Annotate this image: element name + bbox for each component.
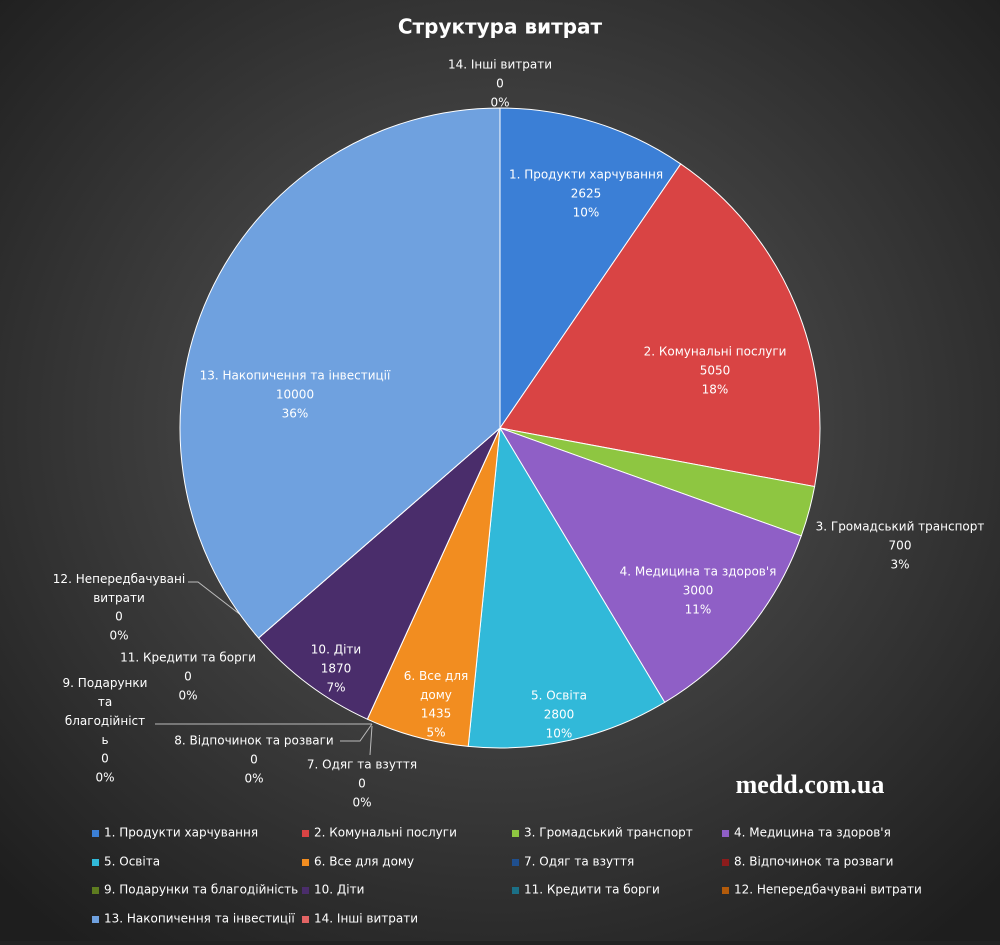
legend-swatch [512,859,519,866]
pie-slice [467,426,666,749]
data-label-value: 0 [250,753,258,767]
data-label-value: 1435 [421,707,452,721]
data-label-name: 14. Інші витрати [448,58,552,72]
pie-slice [499,107,682,430]
data-label-value: 0 [358,777,366,791]
data-label-name: 6. Все для дому [404,669,468,702]
legend-label: 2. Комунальні послуги [314,826,457,840]
legend-label: 5. Освіта [104,855,160,869]
legend-swatch [302,830,309,837]
data-label-name: 4. Медицина та здоров'я [620,565,777,579]
data-label: 7. Одяг та взуття 0 0% [307,758,417,810]
data-label-name: 2. Комунальні послуги [644,345,787,359]
data-label: 13. Накопичення та інвестиції 10000 36% [200,369,391,421]
data-label-name: 5. Освіта [531,689,587,703]
legend-label: 10. Діти [314,883,364,897]
data-label-percent: 18% [702,383,729,397]
data-label-name: 7. Одяг та взуття [307,758,417,772]
legend-swatch [722,887,729,894]
data-label: 9. Подарунки та благодійніст ь 0 0% [63,676,148,785]
data-label: 8. Відпочинок та розваги 0 0% [174,734,333,786]
data-label-value: 1870 [321,662,352,676]
data-label-percent: 11% [685,603,712,617]
legend-swatch [92,859,99,866]
data-label-percent: 7% [326,681,345,695]
data-label-percent: 0% [178,689,197,703]
data-label-value: 10000 [276,388,314,402]
leader-line [340,723,373,742]
data-label: 14. Інші витрати 0 0% [448,58,552,110]
data-label-name: 13. Накопичення та інвестиції [200,369,391,383]
data-label-value: 0 [101,752,109,766]
data-label: 2. Комунальні послуги 5050 18% [644,345,787,397]
legend-label: 8. Відпочинок та розваги [734,855,893,869]
legend-swatch [512,830,519,837]
data-label-percent: 36% [282,407,309,421]
data-label-percent: 0% [352,796,371,810]
data-label: 5. Освіта 2800 10% [531,689,587,741]
watermark: medd.com.ua [736,770,885,799]
data-label-percent: 0% [490,96,509,110]
data-label: 6. Все для дому 1435 5% [404,669,468,740]
data-label-value: 2625 [571,187,602,201]
data-label: 10. Діти 1870 7% [311,643,361,695]
data-label-name: 10. Діти [311,643,361,657]
legend-swatch [722,830,729,837]
data-label-value: 0 [115,610,123,624]
data-label: 4. Медицина та здоров'я 3000 11% [620,565,777,617]
data-label-name: 1. Продукти харчування [509,168,663,182]
data-label: 1. Продукти харчування 2625 10% [509,168,663,220]
data-label-percent: 10% [573,206,600,220]
legend-label: 12. Непередбачувані витрати [734,883,922,897]
data-label: 3. Громадський транспорт 700 3% [816,520,985,572]
data-label-value: 700 [889,539,912,553]
legend-swatch [722,859,729,866]
legend-swatch [92,887,99,894]
data-label-value: 5050 [700,364,731,378]
data-label-percent: 0% [95,771,114,785]
pie-slice [257,427,501,720]
data-label-value: 0 [184,670,192,684]
pie-slice [179,107,501,639]
legend-swatch [512,887,519,894]
legend-swatch [92,916,99,923]
legend-label: 13. Накопичення та інвестиції [104,912,295,926]
legend-swatch [302,916,309,923]
data-label-percent: 0% [244,772,263,786]
legend-swatch [302,887,309,894]
legend-swatch [302,859,309,866]
data-label-name: 12. Непередбачувані витрати [53,572,185,605]
pie-slice [499,163,821,488]
data-label-percent: 0% [109,629,128,643]
legend-label: 14. Інші витрати [314,912,418,926]
legend-label: 4. Медицина та здоров'я [734,826,891,840]
data-label-name: 3. Громадський транспорт [816,520,985,534]
data-label-name: 11. Кредити та борги [120,651,256,665]
data-label-percent: 5% [426,726,445,740]
legend-label: 11. Кредити та борги [524,883,660,897]
data-label: 12. Непередбачувані витрати 0 0% [53,572,185,643]
data-label-value: 3000 [683,584,714,598]
leader-line [369,725,373,756]
chart-title: Структура витрат [398,15,603,39]
legend-label: 7. Одяг та взуття [524,855,634,869]
data-label-percent: 10% [546,727,573,741]
pie-slice [498,427,802,704]
legend-swatch [92,830,99,837]
legend-label: 3. Громадський транспорт [524,826,693,840]
legend-label: 1. Продукти харчування [104,826,258,840]
data-label-value: 2800 [544,708,575,722]
data-label-name: 8. Відпочинок та розваги [174,734,333,748]
data-label-percent: 3% [890,558,909,572]
data-label: 11. Кредити та борги 0 0% [120,651,256,703]
data-label-name: 9. Подарунки та благодійніст ь [63,676,148,747]
legend-label: 6. Все для дому [314,855,414,869]
legend-label: 9. Подарунки та благодійність [104,883,298,897]
data-label-value: 0 [496,77,504,91]
